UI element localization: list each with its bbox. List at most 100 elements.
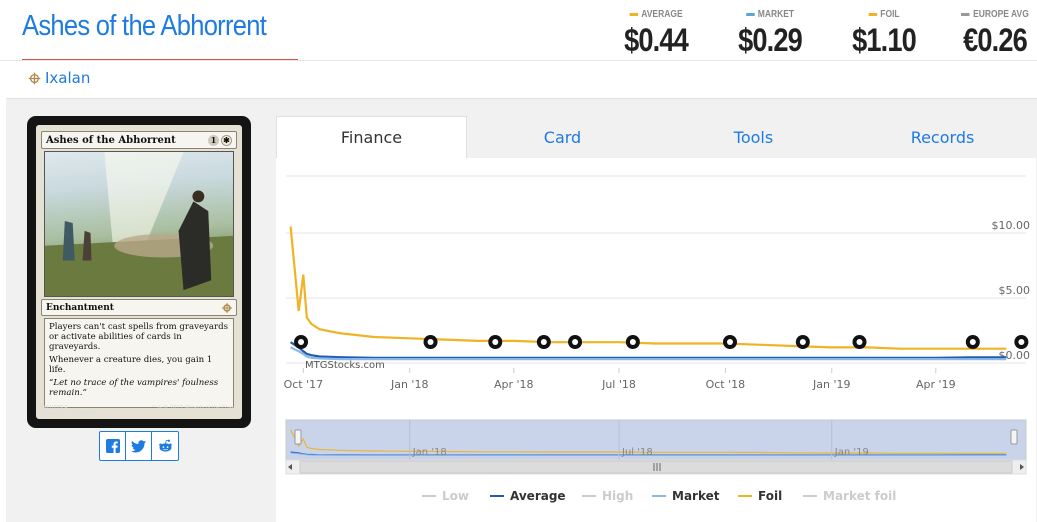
x-tick-label: Apr '18 (494, 378, 534, 391)
price-average: AVERAGE $0.44 (618, 9, 694, 59)
card-type-line: Enchantment (46, 302, 114, 313)
navigator-tick-label: Jul '18 (621, 447, 653, 458)
price-market-label: MARKET (738, 9, 803, 20)
navigator-tick-label: Jan '19 (834, 447, 869, 458)
tab-records[interactable]: Records (910, 127, 975, 147)
x-tick-label: Apr '19 (916, 378, 956, 391)
card-text-box: Players can't cast spells from graveyard… (44, 318, 234, 408)
legend-label: Average (510, 489, 566, 503)
card-art (44, 151, 234, 297)
card-frame: Ashes of the Abhorrent 1 ✱ Ench (36, 125, 242, 419)
x-axis-ticks: Oct '17 Jan '18 Apr '18 Jul '18 Oct '18 Jan '… (284, 368, 956, 391)
guilds-icon (723, 335, 737, 349)
allegiance-icon (852, 335, 867, 349)
scroll-left-icon (288, 464, 292, 470)
navigator-right-handle[interactable] (1010, 429, 1018, 445)
card-footer: 002/279 R XLN • EN — DKARKEN ™ & © 2017 W… (42, 405, 236, 417)
scrollbar[interactable] (285, 459, 1027, 475)
price-market: MARKET $0.29 (732, 9, 808, 59)
price-europe-value: €0.26 (963, 22, 1028, 58)
card-art-illustration (45, 152, 233, 296)
navigator-left-handle[interactable] (294, 429, 302, 445)
navigator-ticks: Jan '18 Jul '18 Jan '19 (409, 420, 869, 462)
x-tick-label: Jul '18 (601, 378, 636, 391)
legend-label: Market (672, 489, 720, 503)
y-tick-label: $10.00 (992, 219, 1031, 232)
masters25-icon (488, 335, 503, 349)
legend-item-market-foil[interactable]: Market foil (803, 489, 896, 503)
twitter-share-button[interactable] (126, 432, 152, 460)
x-tick-label: Jan '18 (390, 378, 428, 391)
tab-bar: Finance Card Tools Records (276, 116, 1036, 158)
tab-finance[interactable]: Finance (276, 116, 467, 158)
navigator-line-market (290, 452, 1007, 456)
legend-label: Market foil (823, 489, 896, 503)
legend-label: Low (442, 489, 469, 503)
card-rules-2: Whenever a creature dies, you gain 1 lif… (49, 355, 213, 375)
m19-icon (568, 335, 583, 349)
price-chart[interactable]: $10.00 $5.00 $0.00 MTGStocks.com Oct '17 Ja… (276, 158, 1036, 522)
tab-tools[interactable]: Tools (733, 127, 774, 147)
facebook-icon (105, 439, 120, 453)
price-europe: EUROPE AVG €0.26 (950, 9, 1037, 59)
price-foil: FOIL $1.10 (846, 9, 922, 59)
x-tick-label: Oct '18 (706, 378, 746, 391)
card-copyright: ™ & © 2017 Wizards of the Coast (151, 405, 236, 411)
card-image-name: Ashes of the Abhorrent (46, 134, 176, 146)
chart-legend: Low Average High Market Foil Market foil (422, 489, 896, 503)
foil-dash-icon (868, 13, 877, 16)
x-tick-label: Oct '17 (284, 378, 324, 391)
mana-cost: 1 ✱ (208, 134, 232, 146)
reddit-share-button[interactable] (152, 432, 178, 460)
modern-horizons-icon (1014, 335, 1029, 349)
scrollbar-grip-icon (653, 463, 661, 471)
battlebond-icon (625, 335, 640, 349)
rivals-icon (423, 335, 438, 349)
navigator-tick-label: Jan '18 (412, 447, 447, 458)
legend-label: Foil (758, 489, 782, 503)
navigator[interactable]: Jan '18 Jul '18 Jan '19 (285, 419, 1027, 463)
legend-item-average[interactable]: Average (490, 489, 566, 503)
set-link[interactable]: Ixalan (28, 69, 90, 87)
average-dash-icon (629, 13, 638, 16)
scrollbar-thumb[interactable] (299, 460, 1013, 474)
y-tick-label: $0.00 (999, 349, 1031, 362)
y-tick-label: $5.00 (999, 284, 1031, 297)
price-europe-label: EUROPE AVG (957, 9, 1034, 20)
legend-item-market[interactable]: Market (652, 489, 720, 503)
twitter-icon (131, 439, 146, 452)
series-line-foil (289, 226, 1007, 350)
card-flavor: “Let no trace of the vampires' foulness … (49, 378, 219, 398)
legend-item-foil[interactable]: Foil (738, 489, 782, 503)
series-line-average (290, 341, 1007, 359)
legend-item-high[interactable]: High (582, 489, 633, 503)
scroll-right-icon (1020, 464, 1024, 470)
legend-item-low[interactable]: Low (422, 489, 469, 503)
tab-card[interactable]: Card (543, 127, 582, 147)
facebook-share-button[interactable] (100, 432, 126, 460)
legend-label: High (602, 489, 633, 503)
card-collector-info: 002/279 R XLN • EN — DKARKEN (42, 405, 98, 417)
navigator-series (290, 429, 1007, 456)
chart-series (289, 226, 1007, 361)
set-name[interactable]: Ixalan (45, 69, 91, 87)
chart-watermark: MTGStocks.com (305, 360, 385, 371)
card-title: Ashes of the Abhorrent (22, 10, 267, 42)
mana-generic-icon: 1 (208, 134, 219, 146)
series-line-market (290, 346, 1007, 361)
war-icon (965, 335, 980, 349)
ixalan-set-icon (28, 72, 41, 84)
dominaria-icon (536, 335, 551, 349)
reddit-icon (158, 439, 172, 452)
header-divider (0, 60, 1037, 61)
price-average-label: AVERAGE (624, 9, 689, 20)
mana-white-icon: ✱ (221, 134, 232, 146)
y-axis-ticks: $10.00 $5.00 $0.00 (992, 219, 1031, 362)
card-type-bar: Enchantment (41, 299, 237, 316)
card-image: Ashes of the Abhorrent 1 ✱ Ench (27, 116, 251, 428)
card-set-symbol-icon (222, 302, 232, 313)
set-release-icons (294, 335, 1029, 349)
card-name-bar: Ashes of the Abhorrent 1 ✱ (41, 131, 237, 149)
price-foil-value: $1.10 (852, 22, 917, 58)
x-tick-label: Jan '19 (812, 378, 850, 391)
